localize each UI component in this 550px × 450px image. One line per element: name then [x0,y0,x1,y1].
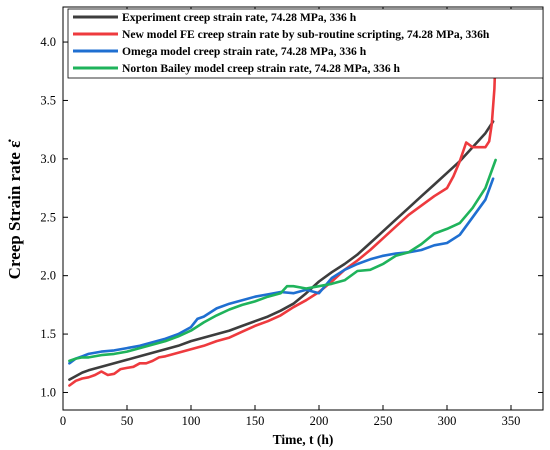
series-layer [68,52,497,387]
y-axis-title: Creep Strain rate ε̇ [5,139,24,280]
x-tick-label: 150 [246,414,265,428]
y-tick-label: 1.5 [40,327,56,341]
x-tick-label: 350 [502,414,521,428]
y-tick-label: 4.0 [40,35,56,49]
series-line-3 [68,177,495,365]
y-tick-label: 2.5 [40,210,56,224]
x-axis-title: Time, t (h) [273,432,334,447]
legend-label-1: Experiment creep strain rate, 74.28 MPa,… [122,11,357,24]
x-tick-label: 200 [310,414,329,428]
x-tick-label: 0 [60,414,66,428]
y-axis-ticks: 1.0 1.5 2.0 2.5 3.0 3.5 4.0 [40,35,543,399]
x-tick-label: 50 [121,414,134,428]
x-tick-label: 300 [438,414,457,428]
plot-frame [62,6,544,411]
y-tick-label: 3.5 [40,93,56,107]
legend-box [67,8,544,79]
legend-label-4: Norton Bailey model creep strain rate, 7… [122,62,401,75]
y-tick-label: 1.0 [40,385,56,399]
series-line-2 [68,52,497,387]
legend-label-3: Omega model creep strain rate, 74.28 MPa… [122,45,367,58]
x-tick-label: 100 [182,414,201,428]
series-line-4 [68,158,497,363]
y-tick-label: 3.0 [40,152,56,166]
x-tick-label: 250 [374,414,393,428]
legend: Experiment creep strain rate, 74.28 MPa,… [67,8,544,79]
y-tick-label: 2.0 [40,269,56,283]
legend-label-2: New model FE creep strain rate by sub-ro… [122,28,490,41]
series-line-1 [68,120,495,381]
